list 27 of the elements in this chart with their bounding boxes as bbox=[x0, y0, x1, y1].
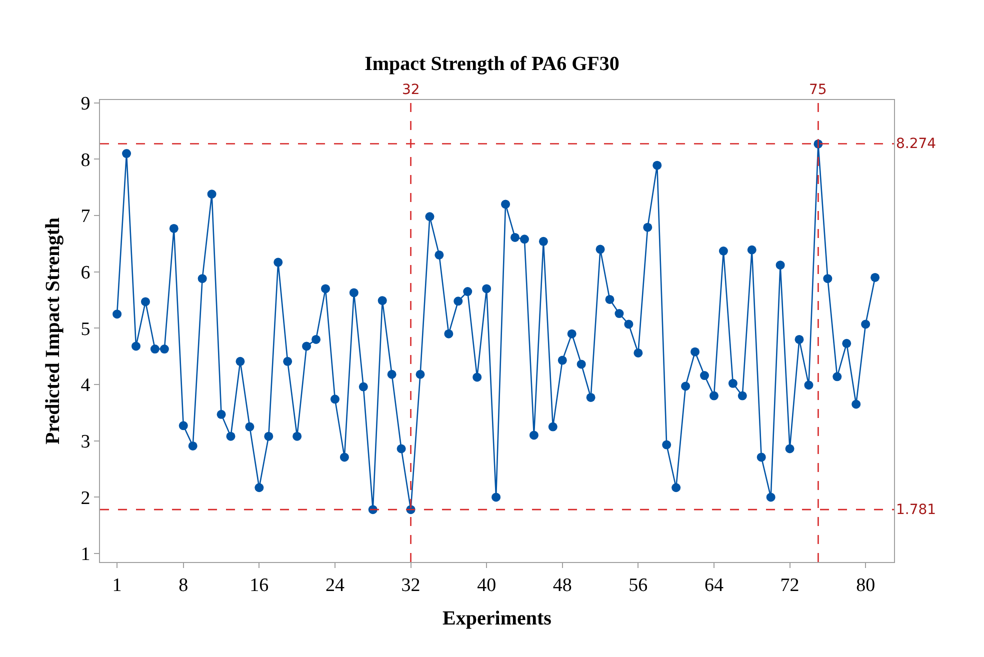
y-axis-title: Predicted Impact Strength bbox=[42, 217, 64, 445]
y-tick-label: 2 bbox=[80, 488, 90, 509]
ref-line-label: 1.781 bbox=[896, 502, 936, 518]
x-tick-label: 1 bbox=[112, 574, 122, 596]
x-tick-label: 64 bbox=[704, 574, 724, 596]
chart-title: Impact Strength of PA6 GF30 bbox=[364, 52, 620, 75]
x-tick-label: 24 bbox=[325, 574, 345, 596]
x-tick-label: 40 bbox=[477, 574, 496, 596]
x-tick-label: 56 bbox=[628, 574, 648, 596]
y-tick-label: 9 bbox=[80, 93, 90, 114]
x-axis-title: Experiments bbox=[442, 607, 552, 630]
x-tick-label: 8 bbox=[178, 574, 188, 596]
y-tick-label: 1 bbox=[80, 544, 90, 566]
y-tick-label: 3 bbox=[80, 432, 90, 453]
x-tick-label: 32 bbox=[401, 574, 420, 596]
ref-line-label: 32 bbox=[402, 82, 420, 98]
y-tick-label: 6 bbox=[80, 262, 90, 284]
ref-line-label: 8.274 bbox=[896, 136, 936, 152]
x-tick-label: 48 bbox=[552, 574, 572, 596]
y-tick-label: 8 bbox=[80, 150, 90, 171]
y-tick-label: 5 bbox=[80, 318, 90, 340]
x-tick-label: 72 bbox=[780, 574, 800, 596]
ref-line-label: 75 bbox=[809, 82, 827, 98]
x-tick-label: 80 bbox=[856, 574, 876, 596]
y-tick-label: 7 bbox=[80, 206, 90, 228]
x-tick-label: 16 bbox=[250, 574, 269, 596]
y-tick-label: 4 bbox=[80, 375, 91, 396]
